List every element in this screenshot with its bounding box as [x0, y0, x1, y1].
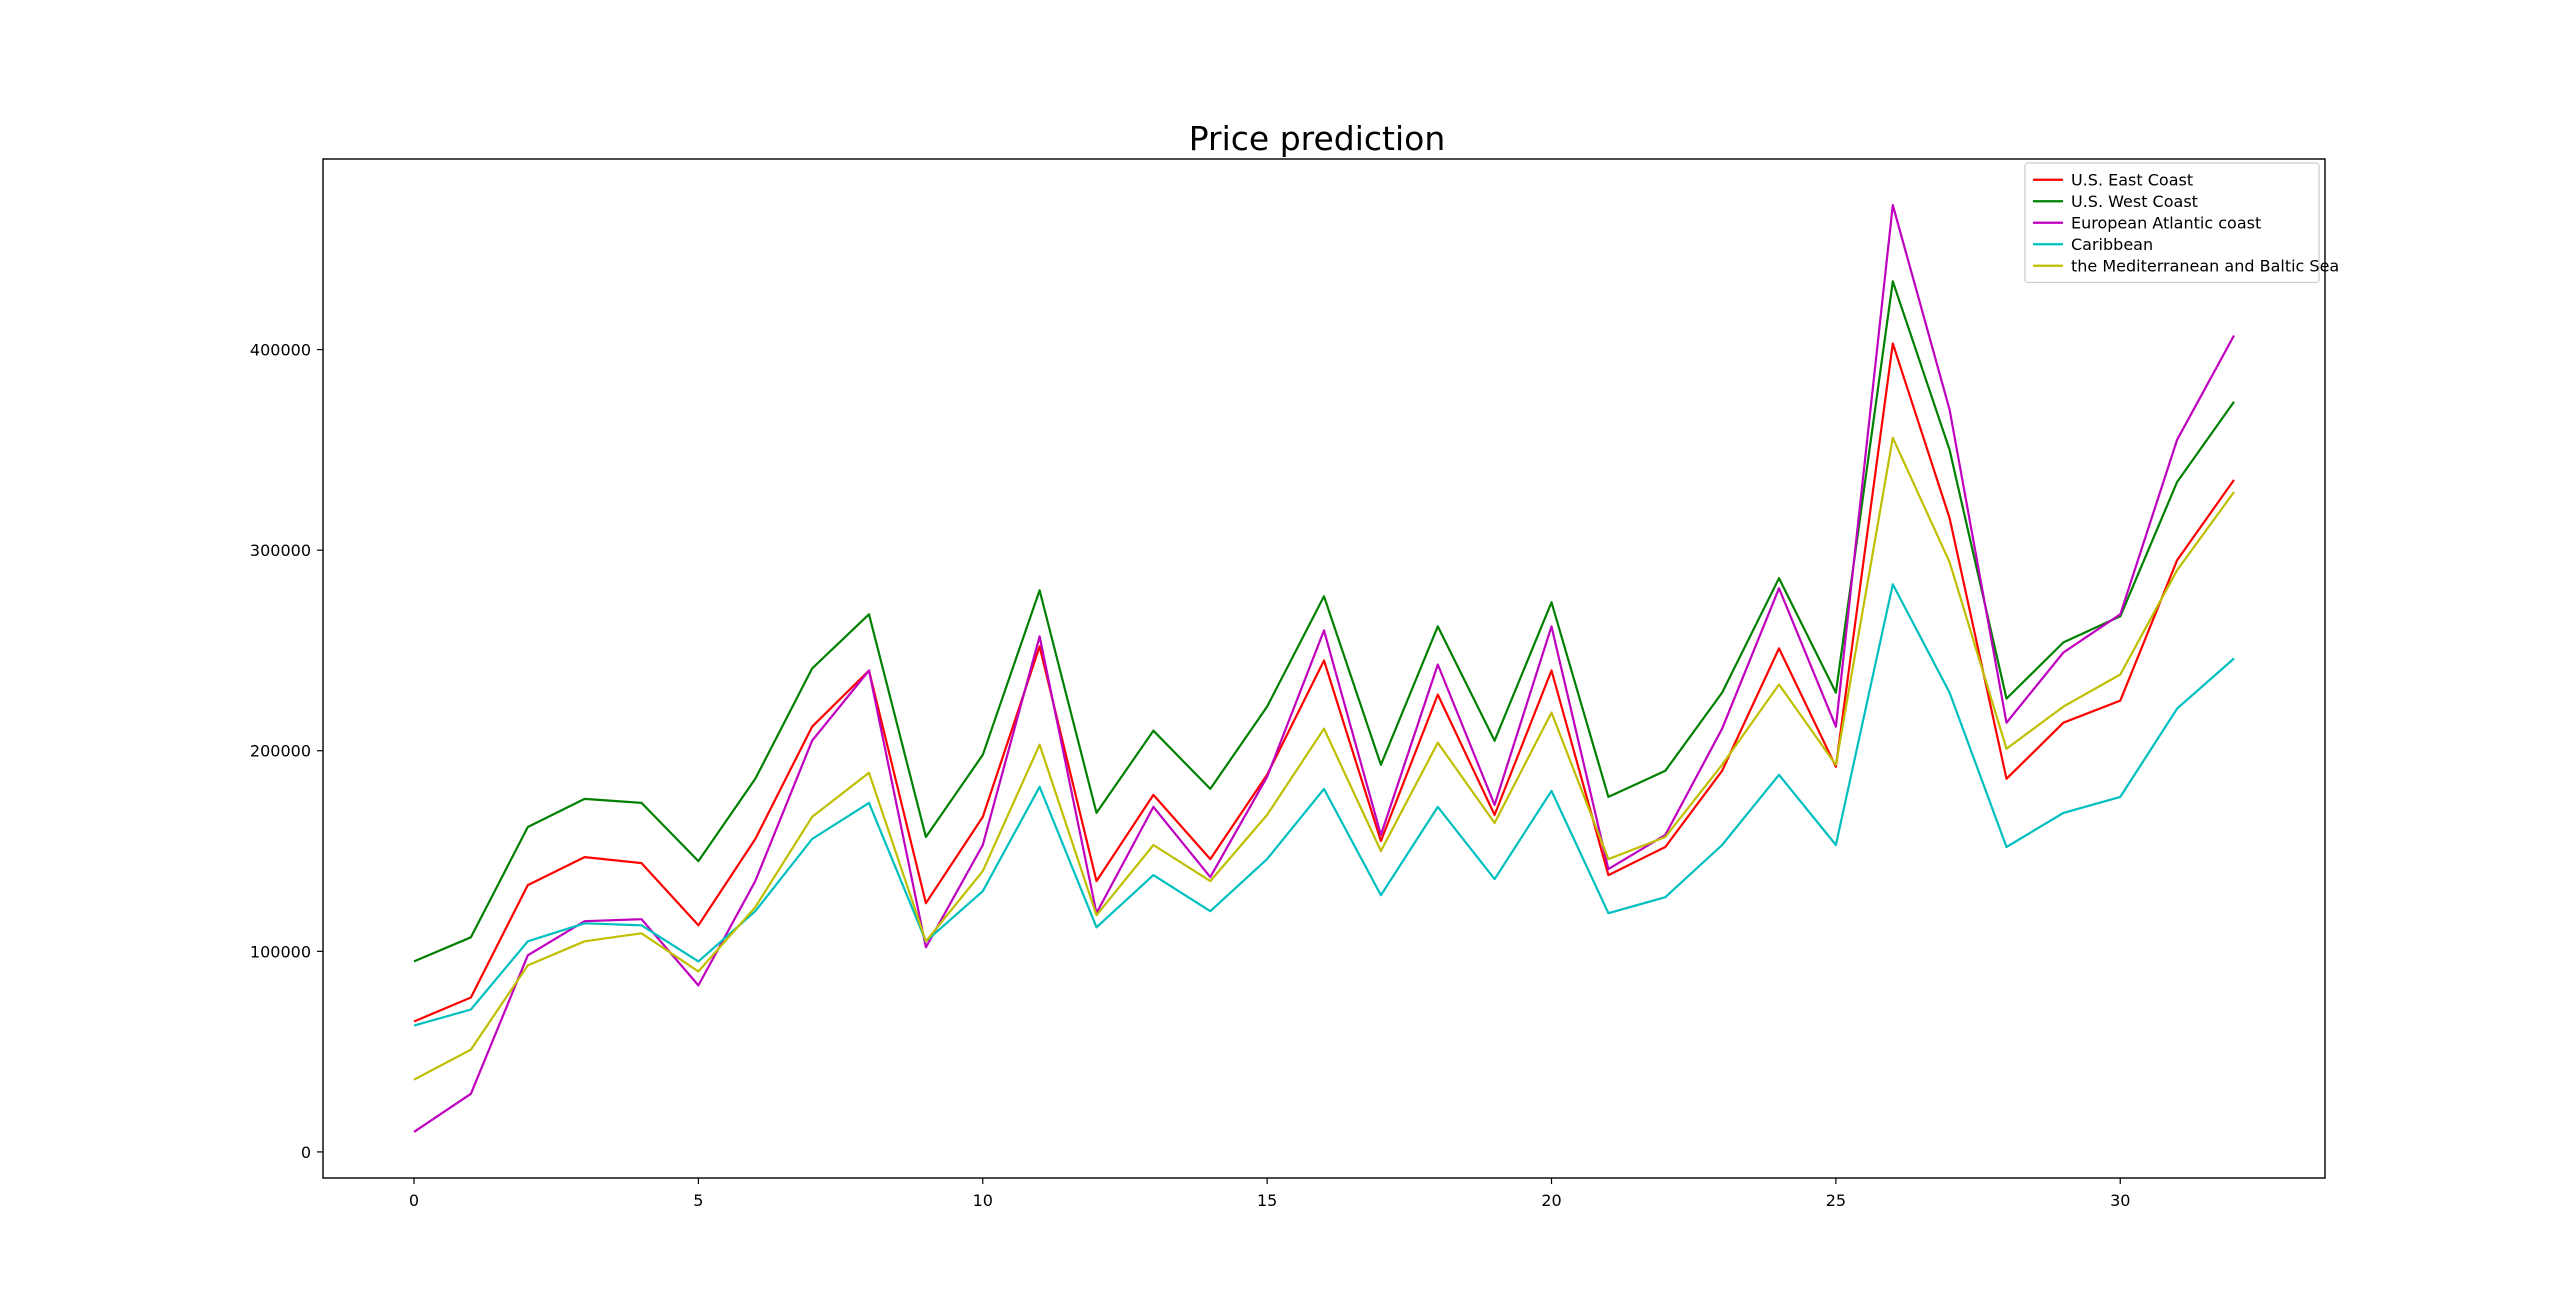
x-tick-label: 5 [693, 1191, 703, 1210]
legend-label-4: the Mediterranean and Baltic Sea [2071, 256, 2339, 275]
legend-label-1: U.S. West Coast [2071, 192, 2198, 211]
y-tick-label: 300000 [250, 541, 311, 560]
x-tick-label: 0 [409, 1191, 419, 1210]
legend: U.S. East Coast U.S. West Coast European A… [2024, 162, 2339, 284]
legend-box [2024, 162, 2320, 284]
x-tick-label: 20 [1541, 1191, 1561, 1210]
y-tick-label: 200000 [250, 742, 311, 761]
x-tick-label: 30 [2110, 1191, 2130, 1210]
series-line-2 [413, 204, 2235, 1133]
x-tick-label: 25 [1826, 1191, 1846, 1210]
y-tick-label: 400000 [250, 341, 311, 360]
series-line-4 [413, 436, 2235, 1081]
y-tick-label: 0 [301, 1143, 311, 1162]
series-line-1 [413, 280, 2235, 963]
legend-label-3: Caribbean [2071, 235, 2153, 254]
series-line-3 [413, 583, 2235, 1027]
y-tick-label: 100000 [250, 942, 311, 961]
x-tick-label: 15 [1257, 1191, 1277, 1210]
series-line-0 [413, 342, 2235, 1023]
legend-label-0: U.S. East Coast [2071, 170, 2193, 189]
chart-title: Price prediction [1189, 119, 1446, 158]
y-axis: 0 100000 200000 300000 400000 [250, 341, 323, 1162]
legend-label-2: European Atlantic coast [2071, 213, 2261, 232]
x-axis: 0 5 10 15 20 25 30 [409, 1178, 2130, 1210]
plot-frame [322, 158, 2326, 1179]
x-tick-label: 10 [973, 1191, 993, 1210]
series-layer [413, 204, 2235, 1133]
